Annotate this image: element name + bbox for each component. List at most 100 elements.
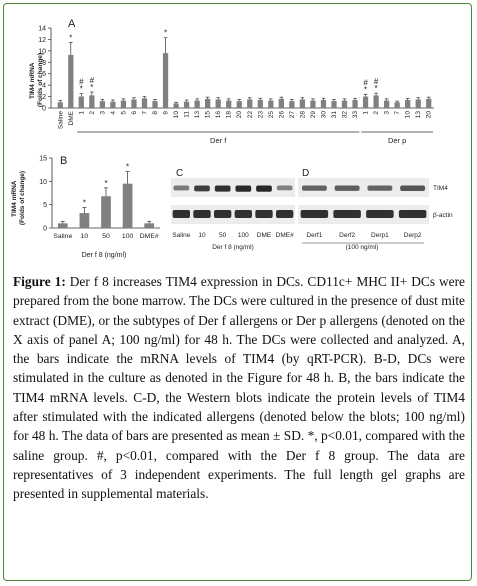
blot-c-bands bbox=[172, 185, 294, 218]
blot-c-actin-band bbox=[255, 210, 273, 218]
blot-d-tim4-band bbox=[334, 185, 360, 191]
blot-c-actin-band bbox=[193, 210, 211, 218]
panel-a-ytick-label: 6 bbox=[42, 71, 46, 78]
panel-a-bar bbox=[331, 101, 337, 108]
panel-b-significance-mark: * bbox=[83, 198, 86, 207]
panel-a-group-label: Der p bbox=[388, 136, 406, 145]
figure-frame bbox=[3, 3, 472, 581]
blot-c-lane-label: 100 bbox=[238, 232, 249, 239]
panel-a-group-label: Der f bbox=[210, 136, 227, 145]
panel-b-label: B bbox=[60, 155, 67, 167]
panel-a-bar bbox=[394, 102, 400, 108]
panel-a-bar bbox=[162, 53, 169, 108]
panel-a-significance-mark: * bbox=[375, 84, 378, 93]
panel-a-bar bbox=[383, 100, 390, 108]
panel-a-xtick-label: 33 bbox=[352, 111, 359, 119]
panel-b-ylabel-line1: TIM4 mRNA bbox=[11, 180, 18, 217]
panel-a-xtick-label: 15 bbox=[205, 111, 212, 119]
panel-a-bar bbox=[236, 101, 242, 108]
figure-graphic: A TIM4 mRNA (Folds of change) 0246810121… bbox=[11, 18, 453, 259]
panel-a-xtick-label: 13 bbox=[194, 111, 201, 119]
blot-d-actin-band bbox=[300, 210, 329, 218]
panel-a-bar bbox=[99, 101, 106, 108]
blot-c-tim4-band bbox=[173, 185, 190, 191]
panel-a-ytick-label: 12 bbox=[38, 37, 46, 44]
panel-a-xtick-label: 3 bbox=[384, 111, 391, 115]
panel-a-xtick-label: Saline bbox=[57, 111, 64, 129]
panel-a-xtick-label: 20 bbox=[236, 111, 243, 119]
panel-b-ytick-label: 0 bbox=[43, 226, 47, 233]
blot-c-lane-label: DME# bbox=[276, 232, 294, 239]
panel-a-chart: A TIM4 mRNA (Folds of change) 0246810121… bbox=[29, 18, 434, 145]
panel-a-xtick-label: 5 bbox=[120, 111, 127, 115]
panel-a-xtick-label: 22 bbox=[247, 111, 254, 119]
panel-a-xtick-label: 3 bbox=[99, 111, 106, 115]
panel-a-xtick-label: 1 bbox=[363, 111, 370, 115]
panel-b-bar bbox=[101, 196, 111, 228]
panel-a-bar bbox=[257, 100, 263, 108]
panel-a-ytick-label: 8 bbox=[42, 60, 46, 67]
panel-a-bar bbox=[268, 100, 274, 108]
panel-a-xtick-label: 8 bbox=[152, 111, 159, 115]
panel-a-bar bbox=[131, 99, 137, 108]
blot-d-lane-label: Derf1 bbox=[306, 232, 322, 239]
panel-b-xlabel: Der f 8 (ng/ml) bbox=[82, 252, 127, 259]
panel-a-xtick-label: 6 bbox=[131, 111, 138, 115]
panel-a-ytick-label: 10 bbox=[38, 48, 46, 55]
blot-d-bands bbox=[300, 185, 427, 218]
panel-a-significance-mark: # bbox=[79, 78, 84, 87]
panel-a-xtick-label: 2 bbox=[373, 111, 380, 115]
panel-a-ylabel: TIM4 mRNA (Folds of change) bbox=[29, 53, 44, 107]
panel-b-xtick-label: 50 bbox=[102, 233, 110, 240]
panel-a-xtick-label: 10 bbox=[405, 111, 412, 119]
blot-c-tim4-band bbox=[214, 185, 231, 192]
panel-a-bar bbox=[247, 99, 253, 108]
panel-a-xtick-label: 11 bbox=[184, 111, 191, 118]
blot-d-tim4-band bbox=[367, 185, 393, 191]
panel-a-bar bbox=[194, 100, 200, 108]
panel-a-significance-mark: * bbox=[90, 83, 93, 92]
panel-a-bar bbox=[173, 103, 179, 108]
blot-c-tim4-band bbox=[194, 185, 210, 192]
panel-a-xtick-label: 27 bbox=[289, 111, 296, 119]
panel-a-significance-mark: * bbox=[80, 85, 83, 94]
panel-a-xtick-label: 23 bbox=[257, 111, 264, 119]
panel-a-bar bbox=[57, 102, 63, 108]
panel-a-bar bbox=[352, 100, 358, 108]
panel-a-significance-mark: # bbox=[363, 78, 368, 87]
panel-a-xtick-label: 9 bbox=[163, 111, 170, 115]
panel-b-ytick-label: 10 bbox=[39, 179, 47, 186]
panel-a-xtick-label: 10 bbox=[173, 111, 180, 119]
blot-c: C Saline 10 50 100 DME DME# Der f 8 (ng/ml) bbox=[171, 168, 295, 251]
panel-b-ylabel: TIM4 mRNA (Folds of change) bbox=[11, 171, 26, 225]
blot-d-actin-band bbox=[398, 210, 427, 218]
panel-a-bar bbox=[120, 100, 127, 108]
panel-b-ytick-label: 5 bbox=[43, 202, 47, 209]
panel-b-axis: 0 5 10 15 bbox=[39, 156, 160, 233]
panel-a-xtick-label: 7 bbox=[394, 111, 401, 115]
panel-b-xtick-label: 100 bbox=[122, 233, 134, 240]
panel-a-ytick-label: 14 bbox=[38, 26, 46, 33]
blot-c-tim4-band bbox=[256, 185, 272, 192]
blot-row-label-actin: β-actin bbox=[433, 212, 453, 219]
panel-a-bar bbox=[152, 101, 158, 108]
blot-d-xlabel: (100 ng/ml) bbox=[346, 244, 379, 251]
panel-a-bar bbox=[68, 54, 74, 108]
panel-a-xtick-label: 2 bbox=[89, 111, 96, 115]
panel-b-bar bbox=[144, 223, 155, 228]
panel-a-bars: **#*#**#*# bbox=[57, 29, 432, 108]
panel-b-significance-mark: * bbox=[104, 179, 107, 188]
blot-c-label: C bbox=[176, 168, 183, 179]
panel-b-xtick-label: Saline bbox=[53, 233, 72, 240]
panel-a-xtick-label: 28 bbox=[299, 111, 306, 119]
panel-a-significance-mark: # bbox=[90, 76, 95, 85]
panel-a-xlabels: Saline DME 1 2 3 4 5 6 7 8 9 10 11 13 15 16 18 20 22 23 25 26… bbox=[57, 110, 432, 129]
blot-c-lane-label: 50 bbox=[219, 232, 227, 239]
panel-a-bar bbox=[415, 99, 421, 108]
panel-a-bar bbox=[299, 99, 306, 108]
panel-a-bar bbox=[426, 98, 432, 108]
panel-a-bar bbox=[405, 100, 411, 108]
panel-a-xtick-label: 31 bbox=[331, 111, 338, 119]
blot-c-tim4-strip bbox=[171, 178, 295, 197]
